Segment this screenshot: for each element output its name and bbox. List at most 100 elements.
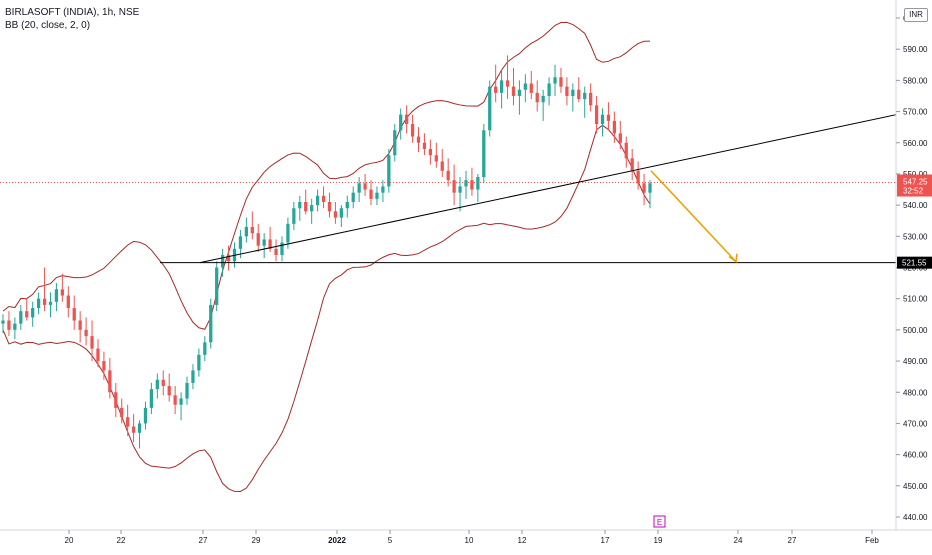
candle-down	[559, 77, 563, 87]
currency-badge[interactable]: INR	[904, 8, 928, 22]
candle-down	[624, 142, 628, 159]
time-tick-label: 2022	[328, 536, 346, 545]
candle-up	[583, 92, 587, 100]
candle-down	[446, 170, 450, 181]
candle-down	[42, 298, 47, 305]
candle-down	[66, 295, 70, 309]
price-axis[interactable]: 600.00590.00580.00570.00560.00550.00540.…	[895, 0, 932, 530]
indicator-title[interactable]: BB (20, close, 2, 0)	[5, 20, 91, 31]
trendline	[199, 114, 897, 264]
candle-down	[60, 289, 64, 296]
candle-up	[262, 239, 266, 246]
candle-down	[96, 348, 100, 362]
candle-up	[1, 320, 5, 324]
time-tick-label: 5	[388, 536, 393, 545]
candle-down	[327, 202, 332, 212]
price-tick-label: 440.00	[903, 513, 928, 522]
time-tick-label: 10	[465, 536, 474, 545]
candle-down	[618, 133, 622, 143]
earnings-event-label: E	[657, 518, 662, 527]
candle-down	[405, 114, 409, 125]
candle-down	[422, 142, 427, 149]
candle-up	[600, 114, 605, 125]
candle-down	[511, 86, 516, 96]
candle-up	[286, 223, 290, 243]
candle-down	[321, 195, 326, 203]
price-tick-label: 580.00	[903, 76, 928, 85]
candle-up	[571, 89, 575, 96]
candle-up	[482, 130, 486, 178]
candle-down	[589, 92, 593, 106]
candle-down	[630, 158, 634, 171]
candle-up	[31, 308, 35, 318]
price-tick-label: 540.00	[903, 201, 928, 210]
candle-down	[131, 426, 136, 433]
candle-up	[203, 342, 207, 355]
candle-up	[298, 202, 302, 209]
candles-layer	[1, 55, 652, 449]
candle-up	[541, 95, 545, 103]
candle-up	[292, 208, 296, 224]
candle-down	[268, 239, 272, 249]
price-tick-label: 500.00	[903, 326, 928, 335]
candle-down	[72, 308, 76, 321]
drawings-layer[interactable]	[0, 114, 897, 264]
candle-up	[547, 83, 551, 96]
candle-down	[416, 136, 421, 143]
candle-down	[250, 226, 254, 234]
candle-up	[517, 89, 522, 96]
candle-up	[143, 407, 148, 424]
candle-up	[149, 389, 154, 408]
candle-up	[238, 236, 243, 249]
candle-down	[565, 86, 569, 96]
time-tick-label: 27	[788, 536, 797, 545]
candle-up	[36, 298, 41, 309]
candle-up	[393, 130, 397, 156]
candle-down	[505, 80, 510, 87]
candle-down	[594, 105, 599, 125]
candle-down	[606, 114, 611, 121]
price-tick-label: 590.00	[903, 45, 928, 54]
price-tick-label: 460.00	[903, 451, 928, 460]
candle-down	[304, 202, 308, 212]
symbol-title[interactable]: BIRLASOFT (INDIA), 1h, NSE	[5, 7, 140, 18]
candle-down	[114, 392, 118, 408]
support-level-label: 521.55	[902, 259, 927, 268]
time-tick-label: 12	[518, 536, 527, 545]
candle-up	[315, 195, 320, 206]
price-tick-label: 550.00	[903, 170, 928, 179]
earnings-event-marker	[653, 515, 666, 528]
candle-down	[612, 120, 617, 134]
candle-up	[488, 86, 492, 131]
support-level-badge	[897, 256, 932, 269]
candle-down	[410, 124, 415, 137]
candle-up	[155, 379, 159, 390]
candle-up	[476, 177, 480, 190]
time-tick-label: 22	[117, 536, 126, 545]
time-tick-label: 19	[654, 536, 663, 545]
candle-up	[464, 180, 468, 187]
candle-down	[102, 361, 106, 371]
candle-down	[90, 336, 94, 349]
candle-up	[54, 289, 59, 302]
price-tick-label: 470.00	[903, 419, 928, 428]
time-tick-label: 24	[734, 536, 743, 545]
candle-up	[197, 354, 201, 371]
candle-down	[7, 320, 11, 330]
time-tick-label: 27	[199, 536, 208, 545]
candle-down	[256, 233, 260, 246]
candle-down	[428, 148, 433, 156]
candle-down	[126, 417, 130, 427]
candle-down	[120, 407, 124, 418]
price-tick-label: 480.00	[903, 388, 928, 397]
candle-down	[108, 370, 112, 393]
candle-down	[363, 183, 367, 190]
price-tick-label: 570.00	[903, 108, 928, 117]
price-tick-label: 530.00	[903, 232, 928, 241]
candle-up	[137, 423, 142, 433]
candle-down	[440, 161, 444, 171]
